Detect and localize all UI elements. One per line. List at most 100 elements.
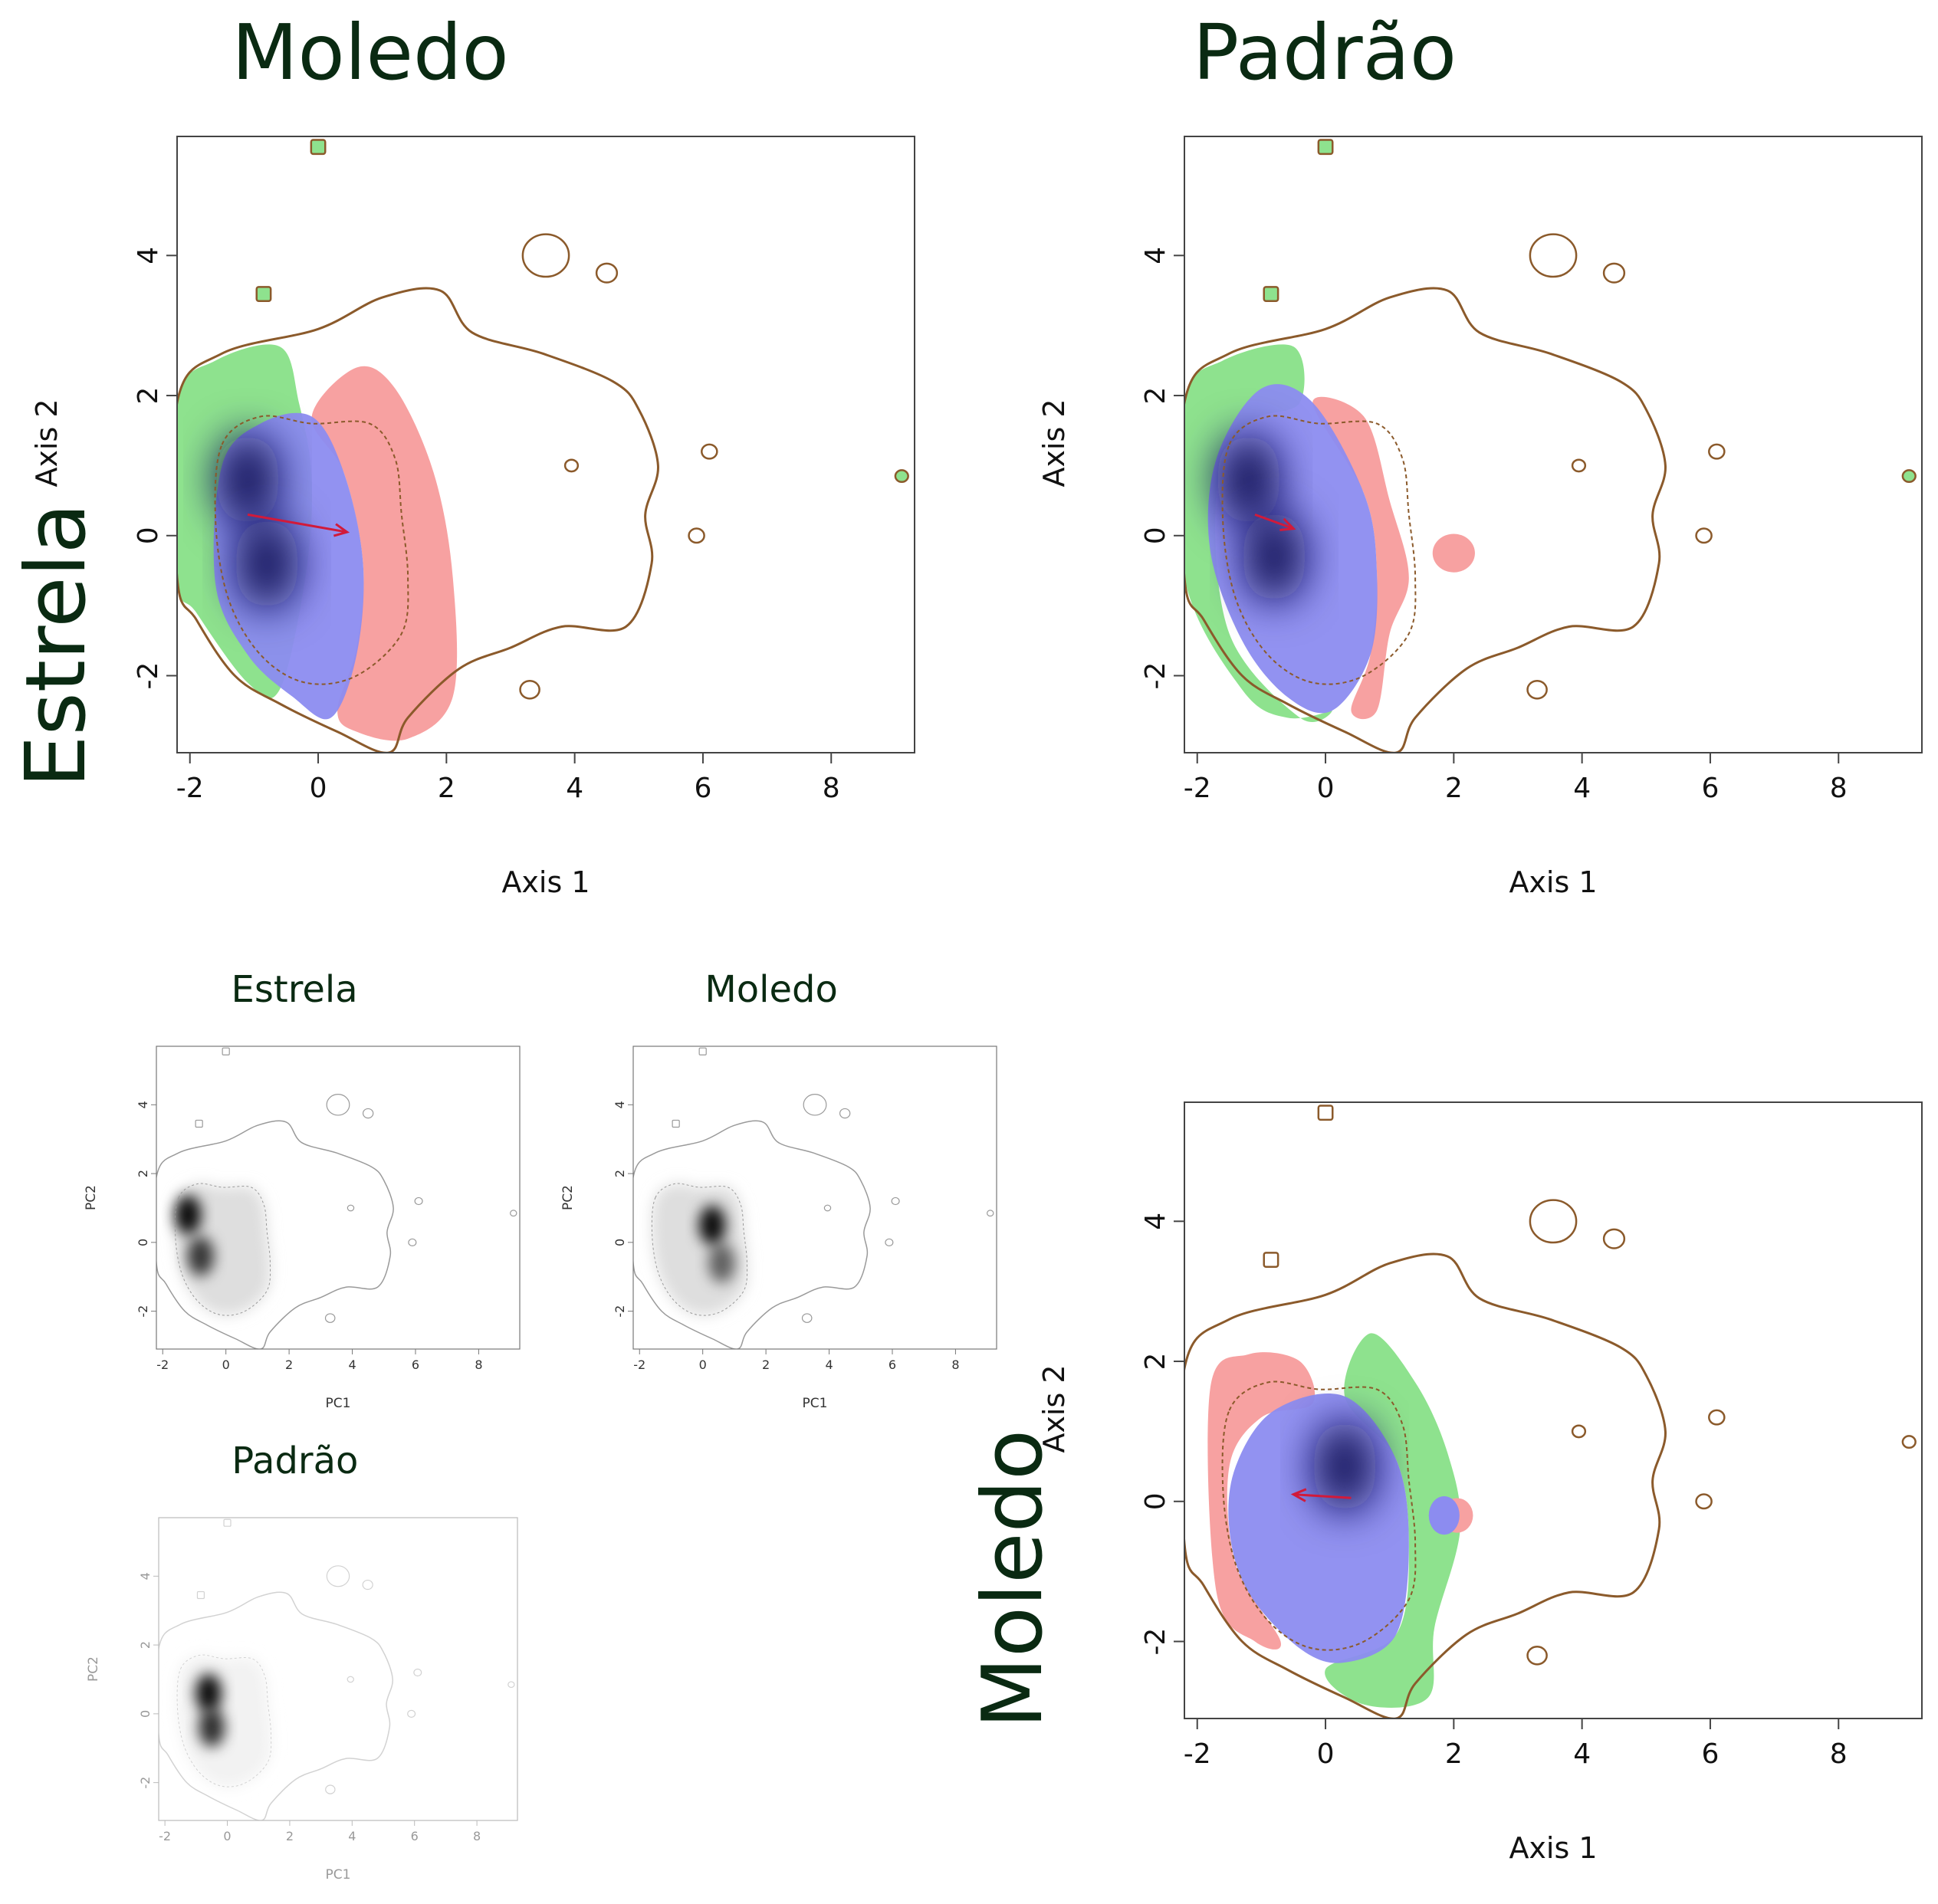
x-tick-label: 0 [310,773,327,804]
contour-island [823,1204,832,1212]
x-tick-label: 6 [1701,1738,1719,1770]
panel-density-estrela: -2 0 2 4 6 8 -2 0 2 4 PC1 PC2 Estrela [84,968,521,1411]
y-tick-label: 2 [613,1170,627,1177]
contour-island [362,1579,373,1590]
x-tick-label: 4 [1573,773,1591,804]
contour-island [891,1197,900,1206]
contour-island [407,1709,416,1718]
y-tick-label: 0 [136,1239,150,1246]
x-axis-label: PC1 [326,1867,351,1883]
x-axis-label: Axis 1 [1509,1831,1597,1865]
x-tick-label: 0 [699,1357,707,1372]
x-tick-label: -2 [156,1357,169,1372]
x-tick-label: 0 [1317,773,1335,804]
contour-island [324,1313,336,1323]
heading-moledo-row: Moledo [965,1430,1061,1728]
density-peak-0 [195,1673,222,1713]
contour-island [885,1238,894,1247]
x-tick-label: 8 [823,773,840,804]
y-tick-label: -2 [1140,662,1171,690]
contour-island [507,1681,515,1689]
contour-island [1695,527,1713,544]
density-peak-1 [708,1243,735,1283]
y-tick-label: 4 [613,1101,627,1108]
contour-island [1571,458,1587,473]
inner-contour [1221,415,1417,685]
y-tick-label: 0 [133,527,164,544]
contour-island [1526,679,1548,700]
density-core-1 [1242,510,1306,603]
panel-density-moledo: -2 0 2 4 6 8 -2 0 2 4 PC1 PC2 Moledo [560,968,997,1411]
y-tick-label: -2 [138,1777,153,1789]
region-green [1184,344,1332,722]
y-tick-label: 4 [138,1572,153,1580]
plot-frame [158,1517,518,1821]
region-red [1207,1352,1316,1650]
plot-frame [1184,1101,1923,1719]
inner-contour [651,1183,748,1316]
y-tick-label: 2 [138,1641,153,1649]
x-tick-label: -2 [633,1357,645,1372]
x-tick-label: 6 [889,1357,896,1372]
contour-island [1526,1645,1548,1666]
outer-contour [159,1591,393,1820]
density-peak-0 [698,1205,726,1246]
contour-island [326,1565,350,1587]
contour-island [987,1210,994,1217]
contour-island [698,1047,707,1055]
contour-island [1317,139,1334,156]
density-peak-1 [187,1236,215,1276]
plot-area [177,139,909,753]
contour-island [701,443,718,460]
density-core-0 [1312,1420,1377,1513]
x-tick-label: 2 [285,1357,293,1372]
outer-contour [633,1120,871,1349]
y-tick-label: -2 [1140,1628,1171,1656]
y-axis-label: Axis 2 [1037,1364,1071,1453]
y-tick-label: 4 [1140,247,1171,264]
outer-contour [177,287,659,753]
contour-island [310,139,327,156]
y-tick-label: 0 [613,1239,627,1246]
y-tick-label: 0 [1140,527,1171,544]
x-tick-label: 8 [951,1357,959,1372]
y-tick-label: 4 [133,247,164,264]
contour-island [801,1313,813,1323]
y-tick-label: -2 [136,1305,150,1318]
contour-island [1708,443,1726,460]
shift-arrow-head [1290,1488,1307,1502]
contour-island [1263,1252,1279,1269]
contour-island [803,1094,827,1116]
contour-island [521,233,570,278]
y-tick-label: 2 [136,1170,150,1177]
plot-frame [156,1046,521,1350]
contour-island [195,1119,203,1128]
y-tick-label: 2 [1140,1353,1171,1371]
region-red [1312,396,1409,720]
plot-frame [176,136,915,753]
contour-island [563,458,580,473]
plot-frame [1184,136,1923,753]
y-tick-label: 0 [1140,1492,1171,1510]
x-tick-label: -2 [176,773,204,804]
contour-island [1602,1228,1626,1249]
y-axis-label: Axis 2 [30,399,64,487]
x-tick-label: -2 [1184,773,1211,804]
contour-island [223,1518,232,1527]
heading-padrao-top: Padrão [1193,8,1457,97]
y-tick-label: -2 [613,1305,627,1318]
contour-island [222,1047,230,1055]
x-axis-label: Axis 1 [1509,865,1597,899]
x-tick-label: 4 [1573,1738,1591,1770]
heading-estrela-row: Estrela [8,503,104,788]
region-red-patch [1432,533,1475,573]
density-peak-0 [174,1195,202,1235]
x-tick-label: 0 [1317,1738,1335,1770]
x-tick-label: -2 [1184,1738,1211,1770]
shift-arrow-head [1279,517,1296,531]
y-tick-label: 0 [138,1710,153,1718]
plot-area [156,1047,517,1349]
contour-island [894,469,909,484]
contour-island [672,1119,680,1128]
x-tick-label: 2 [438,773,455,804]
